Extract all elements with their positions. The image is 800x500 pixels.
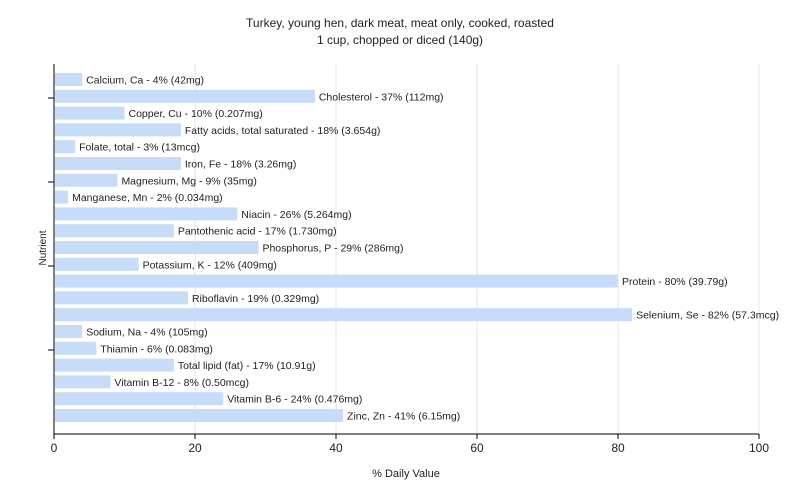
bar-label: Vitamin B-12 - 8% (0.50mcg): [114, 377, 249, 389]
bar: [55, 224, 174, 238]
bar: [55, 392, 224, 406]
bar: [55, 173, 118, 187]
x-tick-label: 60: [470, 441, 484, 455]
bar-label: Iron, Fe - 18% (3.26mg): [185, 159, 296, 171]
bar: [55, 274, 618, 288]
x-axis-label: % Daily Value: [372, 468, 440, 480]
bar-label: Potassium, K - 12% (409mg): [143, 259, 277, 271]
chart-title: Turkey, young hen, dark meat, meat only,…: [246, 16, 554, 30]
bar: [55, 123, 181, 137]
bar-label: Magnesium, Mg - 9% (35mg): [121, 175, 256, 187]
y-axis-label: Nutrient: [38, 230, 49, 265]
bar: [55, 241, 259, 254]
x-tick-label: 40: [329, 441, 343, 455]
bar-label: Selenium, Se - 82% (57.3mcg): [636, 310, 779, 322]
bar: [55, 207, 238, 221]
bar: [55, 190, 69, 204]
bar-label: Niacin - 26% (5.264mg): [241, 209, 351, 221]
bar-label: Phosphorus, P - 29% (286mg): [262, 243, 403, 255]
bar-label: Manganese, Mn - 2% (0.034mg): [72, 192, 223, 204]
x-tick-label: 80: [611, 441, 625, 455]
bar-label: Pantothenic acid - 17% (1.730mg): [178, 226, 337, 238]
axes: 0 20 40 60 80 100: [48, 64, 769, 455]
bar: [55, 358, 174, 372]
bars: Calcium, Ca - 4% (42mg) Cholesterol - 37%…: [55, 73, 779, 423]
bar-label: Folate, total - 3% (13mcg): [79, 142, 200, 154]
bar-label: Cholesterol - 37% (112mg): [319, 91, 444, 103]
bar: [55, 257, 139, 271]
bar: [55, 73, 83, 86]
bar-label: Vitamin B-6 - 24% (0.476mg): [227, 394, 362, 406]
bar: [55, 157, 181, 170]
bar: [55, 325, 83, 338]
bar: [55, 106, 125, 120]
bar-label: Fatty acids, total saturated - 18% (3.65…: [185, 125, 381, 137]
bar-label: Protein - 80% (39.79g): [622, 276, 728, 288]
bar: [55, 409, 344, 422]
bar-label: Total lipid (fat) - 17% (10.91g): [178, 360, 316, 372]
bar-label: Sodium, Na - 4% (105mg): [86, 327, 207, 339]
x-tick-label: 20: [188, 441, 202, 455]
bar: [55, 89, 315, 103]
bar: [55, 140, 76, 154]
bar-label: Zinc, Zn - 41% (6.15mg): [347, 411, 460, 423]
bar-label: Calcium, Ca - 4% (42mg): [86, 75, 204, 87]
bar: [55, 375, 111, 389]
bar-label: Copper, Cu - 10% (0.207mg): [129, 108, 263, 120]
bar-label: Thiamin - 6% (0.083mg): [100, 343, 213, 355]
x-tick-label: 0: [51, 441, 58, 455]
bar: [55, 308, 633, 322]
bar-label: Riboflavin - 19% (0.329mg): [192, 293, 319, 305]
bar: [55, 291, 188, 305]
x-tick-label: 100: [749, 441, 769, 455]
chart-subtitle: 1 cup, chopped or diced (140g): [316, 33, 484, 47]
bar: [55, 341, 97, 355]
